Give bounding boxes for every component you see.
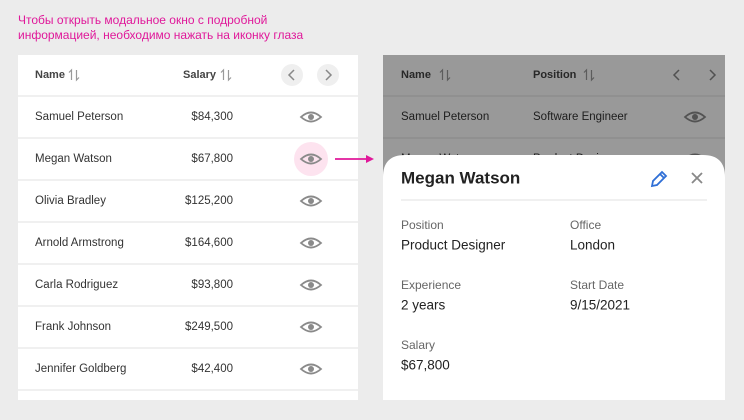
cell: Samuel Peterson [35,111,123,123]
table-card [18,55,358,400]
cell: $249,500 [185,321,233,333]
cell: Samuel Peterson [401,111,489,123]
cell: Software Engineer [533,111,628,123]
field-label: Position [401,218,444,232]
cell: Olivia Bradley [35,195,106,207]
cell: Carla Rodriguez [35,279,118,291]
annotation: информацией, необходимо нажать на иконку… [18,28,304,42]
background-view: Name Position Samuel Peterson Software En… [383,55,725,400]
cell: $125,200 [185,195,233,207]
cell: Arnold Armstrong [35,237,124,249]
cell: $93,800 [191,279,233,291]
field-label: Start Date [570,278,624,292]
field-label: Office [570,218,601,232]
annotation: Чтобы открыть модальное окно с подробной [18,13,267,27]
field-label: Experience [401,278,461,292]
field-value: 9/15/2021 [570,298,630,313]
modal-title: Megan Watson [401,168,520,187]
cell: $164,600 [185,237,233,249]
edit-button[interactable] [650,170,668,188]
cell: Jennifer Goldberg [35,363,126,375]
column-header: Salary [183,69,217,81]
prev-button[interactable] [281,64,303,86]
column-header: Position [533,69,577,81]
cell: $42,400 [191,363,233,375]
pointer-arrow [335,155,374,163]
cell: Megan Watson [35,153,112,165]
close-button[interactable] [691,172,703,184]
modal: Megan Watson Position Product Designer Off… [383,155,725,400]
field-value: $67,800 [401,358,450,373]
next-button[interactable] [317,64,339,86]
field-value: London [570,238,615,253]
field-value: Product Designer [401,238,506,253]
cell: $67,800 [191,153,233,165]
cell: $84,300 [191,111,233,123]
field-label: Salary [401,338,435,352]
column-header: Name [401,69,431,81]
cell: Frank Johnson [35,321,111,333]
column-header: Name [35,69,65,81]
field-value: 2 years [401,298,446,313]
table: Name Salary Samuel Peterson $84,300 Megan … [18,55,358,400]
